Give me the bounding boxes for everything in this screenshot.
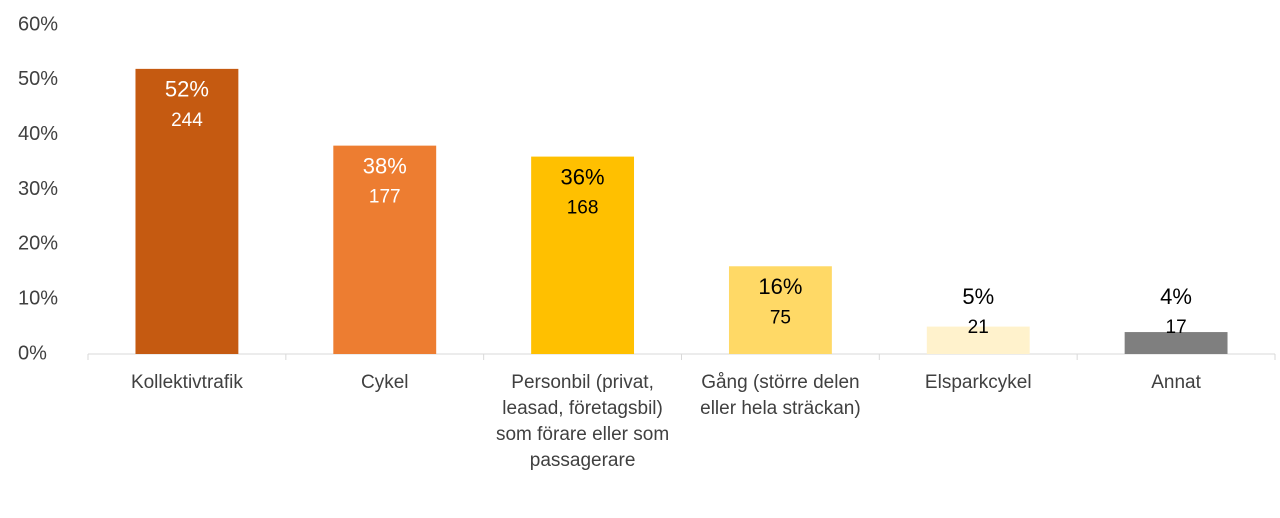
x-tick-label: Cykel bbox=[360, 372, 409, 393]
y-tick-label: 10% bbox=[18, 287, 58, 309]
value-label: 52% bbox=[165, 77, 209, 102]
bar bbox=[333, 145, 437, 354]
count-label: 177 bbox=[369, 187, 401, 208]
value-label: 16% bbox=[758, 274, 802, 299]
bar bbox=[135, 68, 239, 354]
y-tick-label: 50% bbox=[18, 68, 58, 90]
count-label: 168 bbox=[567, 198, 599, 219]
x-tick-label: Gång (större delen eller hela sträckan) bbox=[700, 372, 861, 419]
count-label: 244 bbox=[171, 110, 203, 131]
value-label: 38% bbox=[363, 153, 407, 178]
y-tick-label: 0% bbox=[18, 342, 47, 364]
bar bbox=[531, 156, 635, 354]
bar bbox=[728, 266, 832, 354]
y-tick-label: 20% bbox=[18, 233, 58, 255]
bar bbox=[1124, 332, 1228, 354]
value-label: 5% bbox=[962, 284, 994, 309]
x-tick-label: Elsparkcykel bbox=[924, 372, 1032, 393]
x-tick-label: Annat bbox=[1151, 372, 1201, 393]
count-label: 21 bbox=[968, 317, 989, 338]
value-label: 4% bbox=[1160, 284, 1192, 309]
x-tick-label: Kollektivtrafik bbox=[130, 372, 243, 393]
x-tick-label: Personbil (privat, leasad, företagsbil) … bbox=[495, 372, 670, 471]
bar bbox=[926, 326, 1030, 354]
y-tick-label: 60% bbox=[18, 13, 58, 35]
y-tick-label: 40% bbox=[18, 123, 58, 145]
count-label: 75 bbox=[770, 307, 791, 328]
count-label: 17 bbox=[1166, 317, 1187, 338]
y-tick-label: 30% bbox=[18, 178, 58, 200]
value-label: 36% bbox=[561, 164, 605, 189]
